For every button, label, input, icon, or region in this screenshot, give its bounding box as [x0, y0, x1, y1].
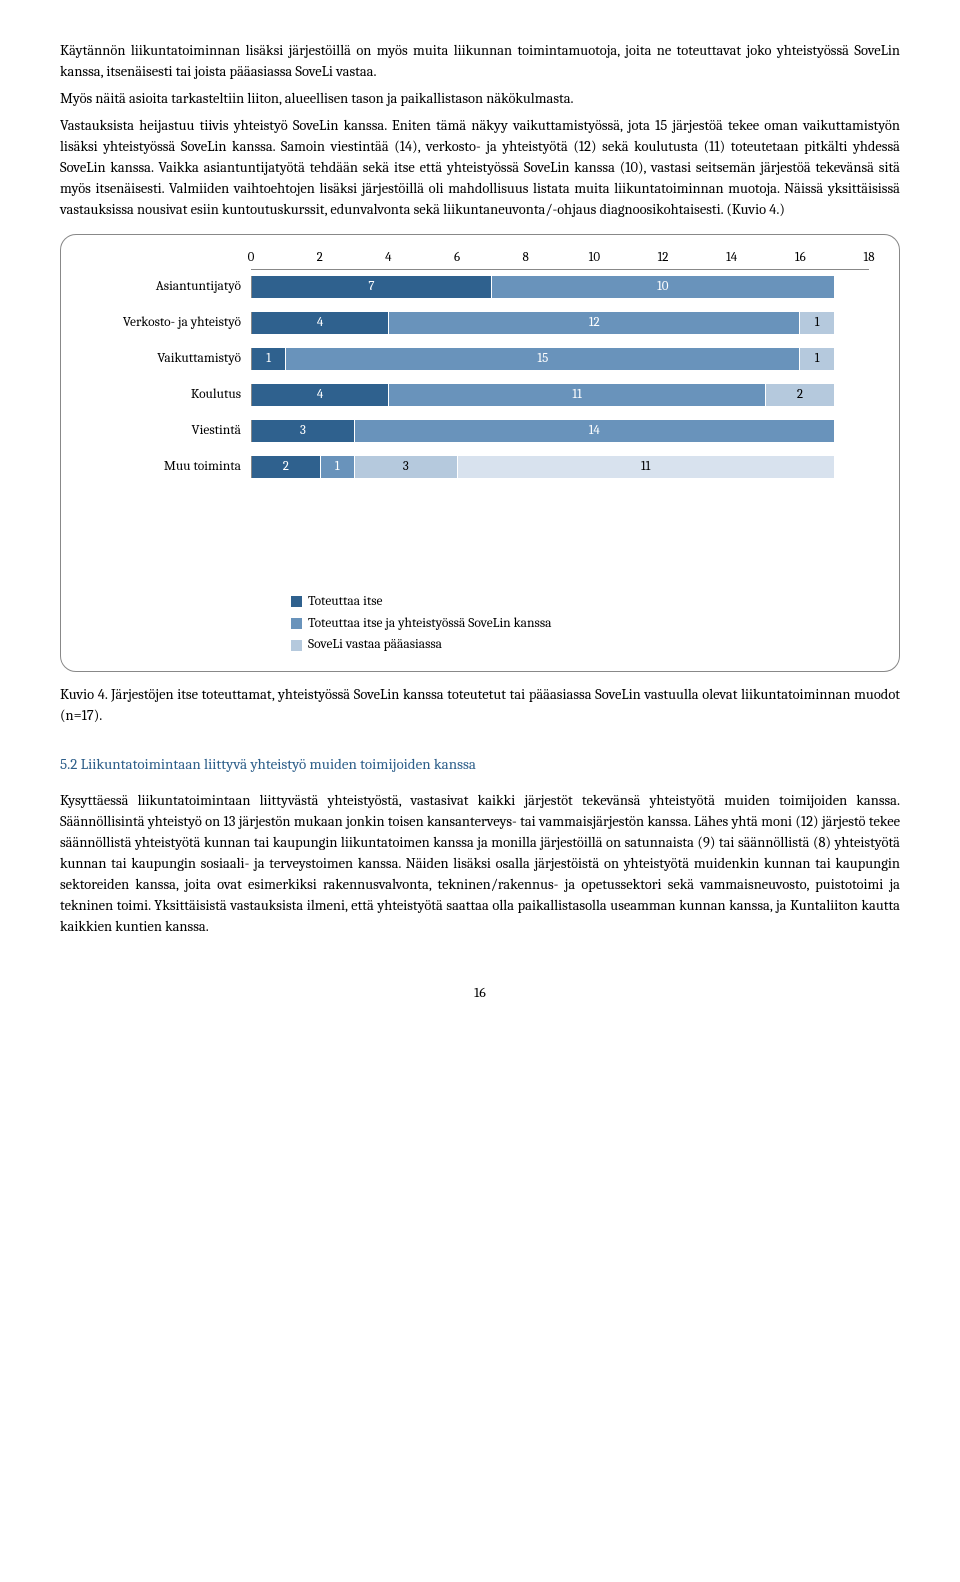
chart-kuvio-4: 024681012141618 Asiantuntijatyö710Verkos… — [60, 234, 900, 672]
axis-tick: 16 — [795, 249, 806, 268]
chart-legend: Toteuttaa itseToteuttaa itse ja yhteisty… — [291, 592, 869, 655]
bar-segment: 1 — [321, 456, 355, 478]
legend-swatch — [291, 618, 302, 629]
section-heading: 5.2 Liikuntatoimintaan liittyvä yhteisty… — [60, 754, 900, 776]
axis-tick: 4 — [385, 249, 391, 268]
bar-segment: 4 — [252, 384, 389, 406]
bar-segment: 12 — [389, 312, 800, 334]
bar-segment: 15 — [286, 348, 800, 370]
chart-bar-row: Asiantuntijatyö710 — [91, 272, 869, 302]
bar-track: 314 — [251, 420, 869, 442]
axis-tick: 0 — [248, 249, 255, 268]
legend-label: Toteuttaa itse — [308, 592, 382, 612]
bar-track: 1151 — [251, 348, 869, 370]
bar-segment: 14 — [355, 420, 835, 442]
chart-bar-row: Vaikuttamistyö1151 — [91, 344, 869, 374]
bar-segment: 10 — [492, 276, 835, 298]
bar-segment: 2 — [252, 456, 321, 478]
chart-bar-row: Viestintä314 — [91, 416, 869, 446]
legend-label: Toteuttaa itse ja yhteistyössä SoveLin k… — [308, 614, 552, 634]
bar-category-label: Asiantuntijatyö — [91, 277, 251, 297]
chart-bar-row: Verkosto- ja yhteistyö4121 — [91, 308, 869, 338]
bar-segment: 2 — [766, 384, 835, 406]
bar-segment: 1 — [800, 348, 834, 370]
bar-segment: 1 — [800, 312, 834, 334]
bar-segment: 3 — [355, 456, 458, 478]
page-number: 16 — [60, 983, 900, 1003]
bar-track: 4121 — [251, 312, 869, 334]
paragraph: Käytännön liikuntatoiminnan lisäksi järj… — [60, 40, 900, 82]
chart-bars: Asiantuntijatyö710Verkosto- ja yhteistyö… — [91, 272, 869, 482]
legend-item: Toteuttaa itse ja yhteistyössä SoveLin k… — [291, 614, 869, 634]
bar-category-label: Vaikuttamistyö — [91, 349, 251, 369]
axis-tick: 12 — [658, 249, 669, 268]
paragraph: Myös näitä asioita tarkasteltiin liiton,… — [60, 88, 900, 109]
bar-category-label: Koulutus — [91, 385, 251, 405]
bar-segment: 4 — [252, 312, 389, 334]
bar-category-label: Muu toiminta — [91, 457, 251, 477]
bar-segment: 11 — [389, 384, 766, 406]
chart-x-axis: 024681012141618 — [251, 249, 869, 270]
bar-category-label: Verkosto- ja yhteistyö — [91, 313, 251, 333]
paragraph: Kysyttäessä liikuntatoimintaan liittyväs… — [60, 790, 900, 937]
bar-segment: 7 — [252, 276, 492, 298]
bar-segment: 11 — [458, 456, 835, 478]
chart-bar-row: Koulutus4112 — [91, 380, 869, 410]
chart-caption: Kuvio 4. Järjestöjen itse toteuttamat, y… — [60, 684, 900, 726]
axis-tick: 6 — [454, 249, 460, 268]
bar-track: 4112 — [251, 384, 869, 406]
legend-item: Toteuttaa itse — [291, 592, 869, 612]
chart-bar-row: Muu toiminta21311 — [91, 452, 869, 482]
legend-swatch — [291, 596, 302, 607]
bar-category-label: Viestintä — [91, 421, 251, 441]
axis-tick: 18 — [863, 249, 874, 268]
axis-tick: 2 — [317, 249, 323, 268]
bar-track: 710 — [251, 276, 869, 298]
axis-tick: 14 — [726, 249, 737, 268]
bar-segment: 1 — [252, 348, 286, 370]
legend-swatch — [291, 640, 302, 651]
axis-tick: 10 — [589, 249, 600, 268]
bar-segment: 3 — [252, 420, 355, 442]
paragraph: Vastauksista heijastuu tiivis yhteistyö … — [60, 115, 900, 220]
bar-track: 21311 — [251, 456, 869, 478]
axis-tick: 8 — [523, 249, 529, 268]
legend-item: SoveLi vastaa pääasiassa — [291, 635, 869, 655]
legend-label: SoveLi vastaa pääasiassa — [308, 635, 442, 655]
